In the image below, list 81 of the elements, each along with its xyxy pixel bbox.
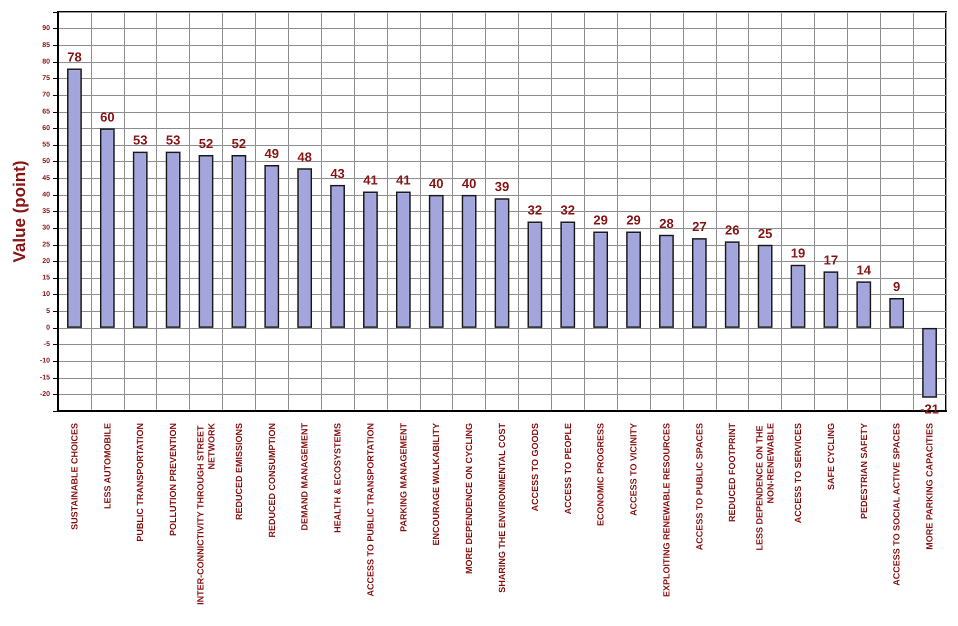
bar — [100, 128, 115, 328]
x-tick-label: DEMAND MANAGEMENT — [300, 422, 310, 530]
x-tick-label: ACCESS TO SOCIAL ACTIVE SPACES — [892, 423, 902, 586]
bar — [527, 221, 542, 328]
bar — [297, 168, 312, 328]
x-tick-label: ENCOURAGE WALKABILITY — [431, 423, 442, 546]
bar — [231, 154, 246, 328]
data-label: 27 — [692, 219, 707, 234]
bar — [724, 241, 740, 328]
bar — [856, 281, 872, 328]
x-tick-label: LESS DEPENDENCE ON THE NON-RENEWABLE — [754, 423, 776, 551]
bar — [166, 152, 181, 328]
data-label: 25 — [758, 226, 772, 241]
data-label: 32 — [560, 202, 576, 218]
data-label: 52 — [198, 136, 214, 151]
data-label: 26 — [724, 222, 740, 238]
bar — [626, 231, 641, 328]
bar — [264, 164, 280, 328]
data-label: 39 — [494, 179, 510, 194]
x-tick-label: PEDESTRIAN SAFETY — [858, 423, 869, 520]
bar — [428, 194, 444, 328]
data-label: 29 — [626, 212, 641, 228]
bar — [330, 184, 345, 328]
data-label: 14 — [856, 262, 872, 278]
x-tick-label: SUSTAINABLE CHOICES — [69, 423, 80, 530]
x-tick-label: ACCESS TO GOODS — [530, 423, 540, 512]
data-label: 29 — [593, 212, 608, 228]
x-tick-label: LESS AUTOMOBILE — [102, 423, 112, 510]
bar — [462, 194, 477, 328]
x-tick-label: MORE PARKING CAPACITIES — [924, 423, 935, 550]
x-tick-label: REDUCED CONSUMPTION — [266, 423, 277, 538]
x-tick-label: HEALTH & ECOSYSTEMS — [332, 423, 343, 533]
data-label: 28 — [659, 216, 674, 231]
x-tick-label: REDUCED FOOTPRINT — [727, 422, 738, 522]
bar — [758, 244, 773, 328]
y-axis-title: Value (point) — [10, 160, 29, 262]
bar — [132, 152, 148, 328]
data-label: 32 — [528, 202, 542, 218]
data-label: 78 — [67, 50, 82, 65]
bar — [560, 221, 576, 328]
data-label: 52 — [232, 136, 246, 151]
data-label: 41 — [396, 172, 411, 188]
data-label: 40 — [462, 176, 476, 191]
bar — [396, 192, 411, 328]
x-tick-label: ACCESS TO PUBLIC TRANSPORTATION — [365, 423, 376, 597]
x-tick-label: PUBLIC TRANSPORTATION — [135, 423, 146, 542]
bar — [659, 234, 674, 328]
bar — [823, 271, 838, 328]
data-label: 53 — [166, 132, 180, 148]
x-tick-label: POLLUTION PREVENTION — [168, 423, 178, 536]
x-tick-label: MORE DEPENDENCE ON CYCLING — [464, 423, 474, 574]
data-label: 9 — [893, 278, 900, 294]
x-tick-label: ACCESS TO SERVICES — [793, 423, 803, 524]
bar — [593, 231, 608, 328]
x-tick-label: ECONOMIC PROGRESS — [596, 423, 606, 526]
x-tick-label: PARKING MANAGEMENT — [398, 422, 408, 532]
bar — [922, 328, 937, 398]
bar — [889, 298, 904, 328]
x-tick-label: INTER-CONNICTIVITY THROUGH STREET NETWORK — [196, 422, 216, 605]
x-tick-label: ACCESS TO VICINITY — [628, 423, 639, 516]
x-tick-label: ACCESS TO PEOPLE — [562, 423, 573, 514]
bar — [790, 264, 806, 328]
x-tick-label: SAFE CYCLING — [826, 423, 836, 490]
bar — [363, 192, 378, 328]
data-label: 53 — [132, 132, 148, 148]
data-label: 17 — [824, 252, 838, 268]
data-label: 43 — [330, 166, 345, 181]
data-label: 41 — [363, 172, 378, 188]
data-label: 60 — [100, 109, 115, 124]
bar — [692, 238, 707, 328]
bar — [198, 154, 214, 328]
data-label: 40 — [428, 176, 444, 191]
data-label: 48 — [297, 149, 312, 164]
x-tick-label: EXPLOITING RENEWABLE RESOURCES — [661, 423, 672, 598]
x-tick-label: SHARING THE ENVIRONMENTAL COST — [497, 422, 507, 593]
bar — [67, 68, 82, 328]
data-label: 49 — [264, 146, 280, 161]
bar — [494, 198, 510, 328]
x-tick-label: ACCESS TO PUBLIC SPACES — [694, 423, 704, 550]
data-label: 19 — [790, 246, 806, 261]
x-tick-label: REDUCED EMISSIONS — [234, 423, 244, 520]
